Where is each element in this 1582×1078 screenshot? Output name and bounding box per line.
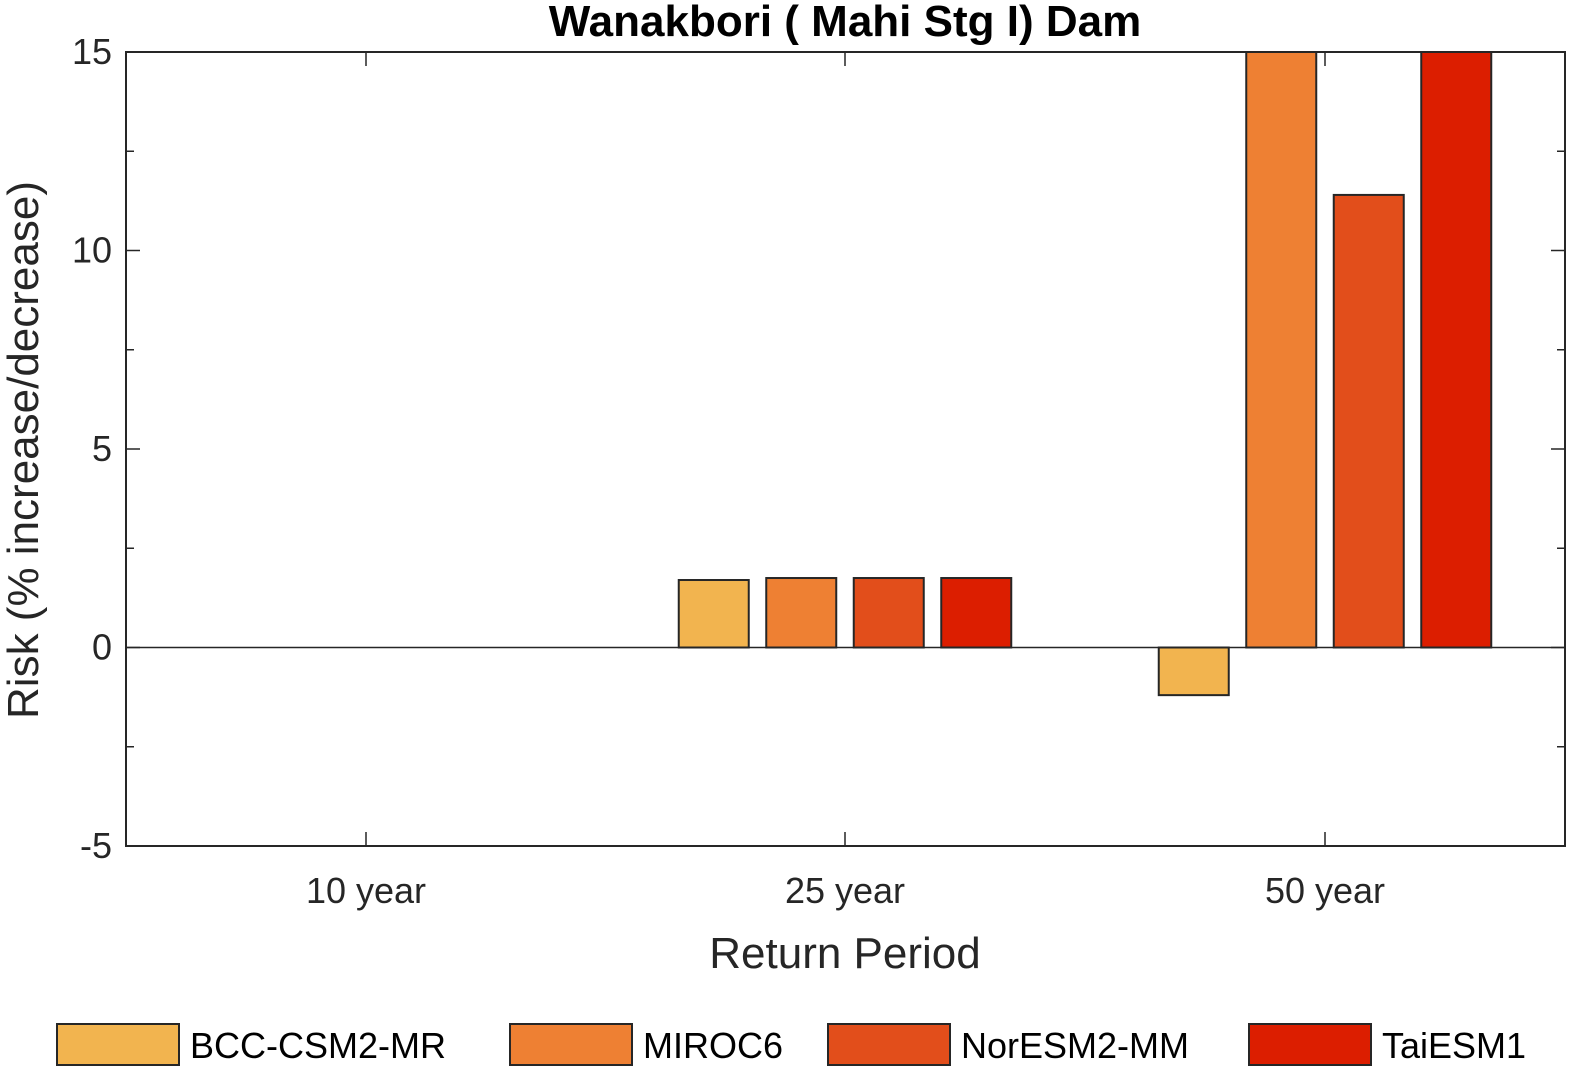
bar-miroc6-25-year: [765, 577, 838, 649]
bar-taiesm1-25-year: [940, 577, 1013, 649]
y-tick-label: 10: [72, 230, 112, 271]
legend-label: TaiESM1: [1382, 1025, 1526, 1066]
bar-miroc6-50-year: [1245, 51, 1318, 649]
legend: BCC-CSM2-MR MIROC6 NorESM2-MM TaiESM1: [56, 1023, 1526, 1066]
bar-noresm2-mm-25-year: [852, 577, 925, 649]
bar-noresm2-mm-50-year: [1332, 193, 1405, 649]
y-tick-label: -5: [80, 825, 112, 866]
legend-label: NorESM2-MM: [961, 1025, 1189, 1066]
legend-swatch: [56, 1023, 180, 1066]
y-tick-label: 15: [72, 31, 112, 72]
legend-swatch: [827, 1023, 951, 1066]
y-tick-label: 5: [92, 428, 112, 469]
y-tick-label: 0: [92, 627, 112, 668]
x-tick-label: 50 year: [1265, 870, 1385, 911]
legend-swatch: [509, 1023, 633, 1066]
axes: -5 0 5 10 15 10 year 25 year 50 year: [72, 31, 1566, 911]
bar-bcc-csm2-mr-25-year: [677, 579, 750, 649]
x-tick-label: 10 year: [306, 870, 426, 911]
legend-label: BCC-CSM2-MR: [190, 1025, 446, 1066]
plot-area: [126, 52, 1565, 846]
bar-bcc-csm2-mr-50-year: [1157, 646, 1230, 697]
legend-swatch: [1248, 1023, 1372, 1066]
x-axis-title: Return Period: [709, 929, 980, 978]
legend-label: MIROC6: [643, 1025, 783, 1066]
x-tick-label: 25 year: [785, 870, 905, 911]
bars: [677, 51, 1493, 697]
plot-background: [126, 52, 1565, 846]
chart-title: Wanakbori ( Mahi Stg I) Dam: [549, 0, 1141, 46]
y-axis-title: Risk (% increase/decrease): [0, 181, 48, 719]
bar-taiesm1-50-year: [1420, 51, 1493, 649]
